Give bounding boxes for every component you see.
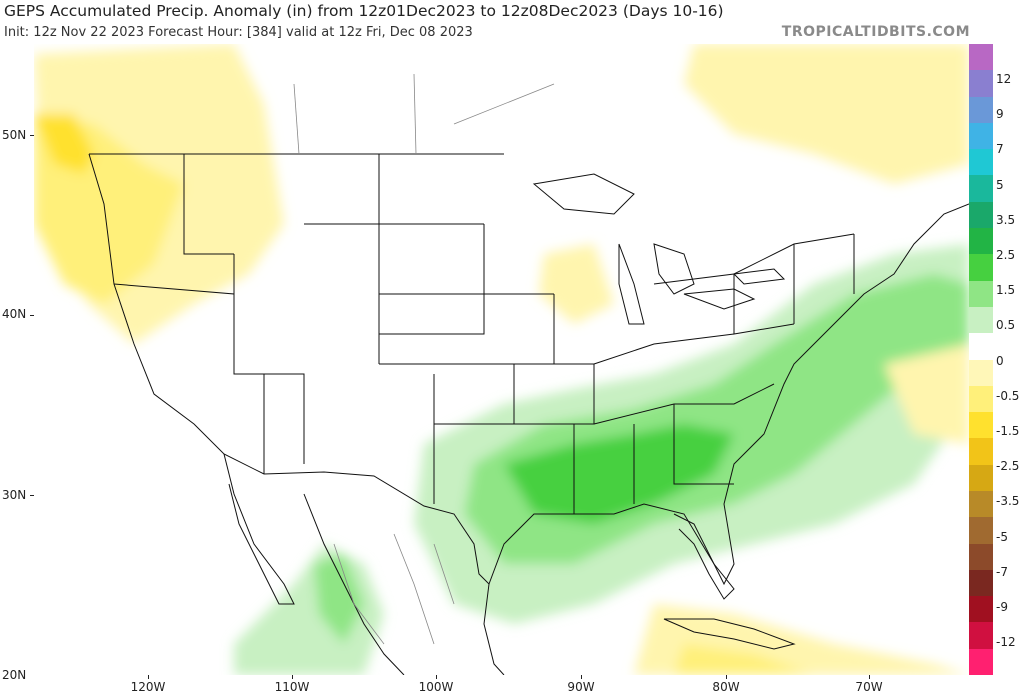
colorbar-segment bbox=[969, 122, 993, 150]
colorbar-label: -9 bbox=[996, 600, 1008, 614]
colorbar-segment bbox=[969, 228, 993, 255]
colorbar-label: 0 bbox=[996, 353, 1004, 368]
colorbar-segment bbox=[969, 438, 993, 466]
colorbar-label: 7 bbox=[996, 142, 1004, 157]
colorbar-segment bbox=[969, 412, 993, 439]
colorbar-segment bbox=[969, 569, 993, 597]
lat-tick bbox=[30, 315, 34, 316]
colorbar-label: -5 bbox=[996, 529, 1008, 544]
colorbar-label: 0.5 bbox=[996, 318, 1016, 333]
colorbar-segment bbox=[969, 543, 993, 571]
colorbar-segment bbox=[969, 306, 993, 334]
colorbar-label: 9 bbox=[996, 107, 1004, 122]
lon-label-100w: 100W bbox=[418, 680, 454, 694]
lat-label-30n: 30N bbox=[2, 488, 27, 502]
colorbar-label: -12 bbox=[996, 635, 1016, 650]
country-borders bbox=[293, 73, 555, 645]
colorbar-label: 5 bbox=[996, 177, 1004, 192]
lon-tick bbox=[292, 675, 293, 679]
colorbar-label: -7 bbox=[996, 564, 1008, 579]
colorbar-segment bbox=[969, 648, 993, 676]
colorbar-segment bbox=[969, 201, 993, 229]
lat-label-40n: 40N bbox=[2, 307, 27, 321]
colorbar-segment bbox=[969, 622, 993, 650]
lon-tick bbox=[436, 675, 437, 679]
precip-anomaly-map bbox=[34, 44, 969, 675]
lon-tick bbox=[869, 675, 870, 679]
colorbar-segment bbox=[969, 149, 993, 176]
lon-label-120w: 120W bbox=[130, 680, 166, 694]
colorbar-segment bbox=[969, 596, 993, 623]
site-brand: TROPICALTIDBITS.COM bbox=[781, 24, 970, 40]
chart-subtitle: Init: 12z Nov 22 2023 Forecast Hour: [38… bbox=[4, 25, 473, 40]
lon-tick bbox=[148, 675, 149, 679]
chart-title: GEPS Accumulated Precip. Anomaly (in) fr… bbox=[4, 2, 724, 20]
colorbar-label: 2.5 bbox=[996, 248, 1016, 262]
colorbar-segment bbox=[969, 96, 993, 124]
colorbar-label: -3.5 bbox=[996, 494, 1020, 509]
state-borders bbox=[88, 153, 969, 586]
colorbar-segment bbox=[969, 70, 993, 98]
colorbar-segment bbox=[969, 385, 993, 413]
colorbar-label: -0.5 bbox=[996, 388, 1020, 403]
colorbar-label: 12 bbox=[996, 72, 1012, 86]
lon-label-80w: 80W bbox=[712, 680, 740, 694]
colorbar-label: -1.5 bbox=[996, 424, 1020, 438]
colorbar-segment bbox=[969, 254, 993, 282]
lat-label-50n: 50N bbox=[2, 128, 27, 142]
colorbar-segment bbox=[969, 490, 993, 518]
lon-tick bbox=[581, 675, 582, 679]
colorbar-segment bbox=[969, 359, 993, 387]
colorbar-segment bbox=[969, 464, 993, 492]
colorbar-label: -2.5 bbox=[996, 459, 1020, 474]
colorbar-segment bbox=[969, 333, 993, 360]
colorbar bbox=[969, 44, 993, 676]
lon-label-90w: 90W bbox=[567, 680, 595, 694]
colorbar-segment bbox=[969, 175, 993, 203]
precip-anomaly-field bbox=[34, 44, 969, 675]
lon-label-110w: 110W bbox=[274, 680, 310, 694]
lat-label-20n: 20N bbox=[2, 668, 27, 682]
lon-label-70w: 70W bbox=[855, 680, 883, 694]
colorbar-segment bbox=[969, 517, 993, 545]
colorbar-label: 1.5 bbox=[996, 283, 1016, 298]
colorbar-segment bbox=[969, 44, 993, 71]
lat-tick bbox=[30, 135, 34, 136]
colorbar-segment bbox=[969, 280, 993, 308]
lat-tick bbox=[30, 495, 34, 496]
lon-tick bbox=[726, 675, 727, 679]
colorbar-label: 3.5 bbox=[996, 212, 1016, 227]
